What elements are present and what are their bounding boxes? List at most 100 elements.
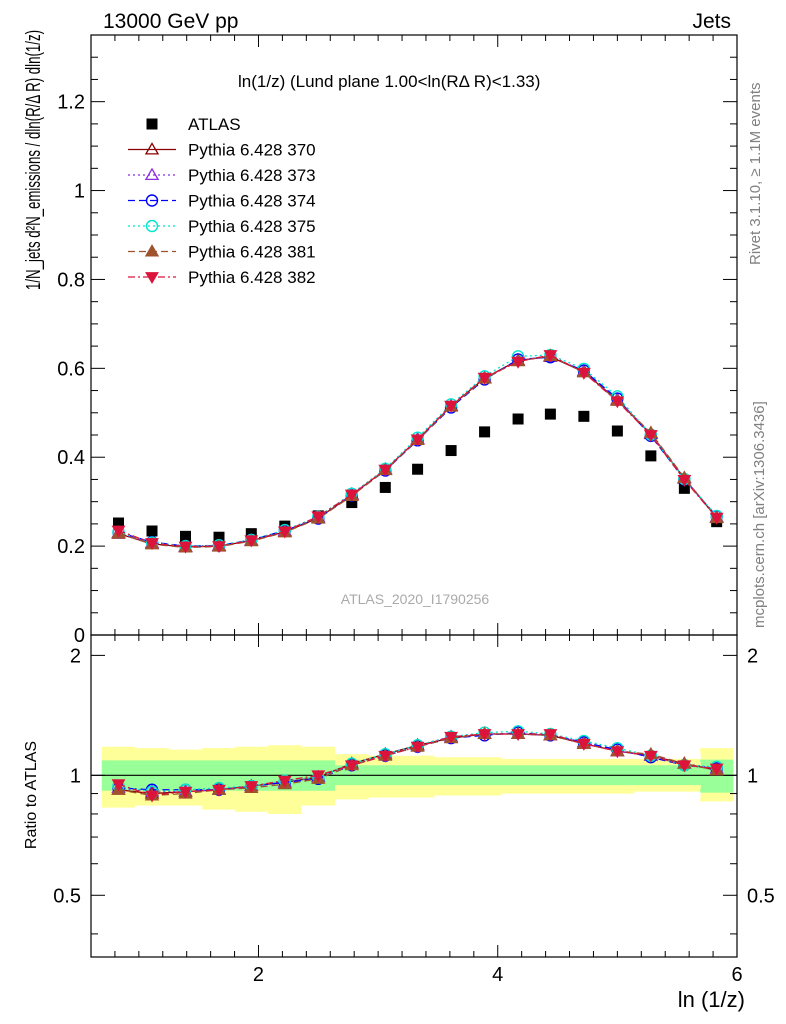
data-point-atlas — [146, 525, 158, 537]
data-point-p382 — [444, 400, 459, 413]
data-point-p382 — [677, 474, 692, 487]
ratio-ytick-label: 0.5 — [53, 885, 81, 907]
data-point-atlas — [479, 426, 491, 438]
watermark: ATLAS_2020_I1790256 — [341, 591, 490, 607]
ratio-point-p382 — [643, 750, 658, 763]
data-point-atlas — [213, 531, 225, 543]
main-ytick-label: 0.4 — [57, 447, 85, 469]
ratio-point-p382 — [277, 775, 292, 788]
data-point-atlas — [180, 530, 192, 542]
series-p382 — [111, 350, 724, 554]
data-point-p382 — [643, 430, 658, 443]
ratio-point-p382 — [543, 729, 558, 742]
main-ytick-label: 1 — [74, 181, 85, 203]
series-atlas — [113, 408, 723, 543]
ratio-point-p382 — [212, 784, 226, 797]
legend-marker-p373 — [144, 167, 160, 181]
data-point-p382 — [311, 511, 326, 524]
legend-label-p375: Pythia 6.428 375 — [188, 217, 316, 236]
data-point-atlas — [346, 497, 358, 509]
data-point-p382 — [244, 535, 259, 548]
legend-marker-p382 — [145, 272, 159, 285]
legend-label-p373: Pythia 6.428 373 — [188, 166, 316, 185]
legend-label-p382: Pythia 6.428 382 — [188, 268, 316, 287]
legend-entry-p375: Pythia 6.428 375 — [128, 217, 316, 236]
ratio-point-p382 — [344, 760, 359, 773]
legend-marker-p375 — [145, 219, 159, 233]
legend-entry-p374: Pythia 6.428 374 — [128, 192, 316, 211]
legend-entry-p382: Pythia 6.428 382 — [128, 268, 316, 287]
side-text-mcplots: mcplots.cern.ch [arXiv:1306.3436] — [751, 401, 768, 628]
data-point-atlas — [678, 482, 690, 494]
series-line-p375 — [118, 354, 718, 547]
series-line-p370 — [118, 356, 718, 548]
series-p373 — [111, 348, 724, 552]
ratio-point-p382 — [677, 760, 692, 773]
legend-label-atlas: ATLAS — [188, 115, 241, 134]
legend-marker-p370 — [144, 142, 160, 155]
ratio-ytick-label: 1 — [70, 765, 81, 787]
series-p381 — [111, 348, 724, 553]
x-tick-label: 4 — [492, 964, 503, 986]
main-ytick-label: 1.2 — [57, 92, 85, 114]
legend-entry-atlas: ATLAS — [146, 115, 241, 134]
data-point-atlas — [544, 408, 556, 420]
ratio-frame — [90, 634, 738, 958]
data-point-p382 — [378, 464, 393, 477]
main-ytick-label: 0.6 — [57, 358, 85, 380]
ratio-ytick-label-right: 0.5 — [747, 885, 775, 907]
main-ylabel-text: 1/N_jets d²N_emissions / dln(R/Δ R) dln(… — [23, 30, 45, 290]
data-point-atlas — [113, 517, 125, 529]
legend-entry-p370: Pythia 6.428 370 — [128, 141, 316, 160]
data-point-p382 — [410, 434, 425, 447]
data-point-p382 — [111, 525, 126, 538]
series-p374 — [112, 351, 723, 553]
ratio-point-p382 — [610, 746, 625, 759]
legend-label-p370: Pythia 6.428 370 — [188, 141, 316, 160]
legend-entry-p373: Pythia 6.428 373 — [128, 166, 316, 185]
legend-marker-atlas — [146, 118, 158, 130]
legend-marker-p374 — [145, 194, 159, 207]
x-tick-label: 6 — [731, 964, 742, 986]
data-point-atlas — [645, 450, 657, 462]
ratio-point-p382 — [444, 731, 459, 744]
data-point-atlas — [578, 410, 590, 422]
main-ytick-label: 0 — [74, 625, 85, 647]
main-ytick-label: 0.8 — [57, 269, 85, 291]
ratio-point-p382 — [178, 786, 193, 799]
side-text-mcplots-text: mcplots.cern.ch [arXiv:1306.3436] — [751, 401, 768, 628]
header-left: 13000 GeV pp — [103, 10, 238, 33]
data-point-atlas — [445, 445, 457, 457]
plot-title: ln(1/z) (Lund plane 1.00<ln(RΔ R)<1.33) — [238, 72, 540, 91]
legend-marker-p381 — [144, 244, 160, 257]
data-point-p382 — [277, 526, 292, 539]
data-point-atlas — [512, 413, 524, 425]
data-point-p382 — [543, 350, 558, 363]
legend-label-p374: Pythia 6.428 374 — [188, 192, 316, 211]
ratio-ylabel-text: Ratio to ATLAS — [23, 741, 40, 849]
series-line-p382 — [118, 354, 718, 548]
ratio-point-p382 — [410, 741, 425, 754]
ratio-ytick-label-right: 2 — [747, 645, 758, 667]
ratio-point-p382 — [244, 781, 259, 794]
ratio-point-p382 — [111, 779, 126, 792]
ratio-ytick-label: 2 — [70, 645, 81, 667]
series-line-p374 — [118, 356, 718, 547]
data-point-p382 — [344, 489, 359, 502]
x-tick-label: 2 — [253, 964, 264, 986]
legend-entry-p381: Pythia 6.428 381 — [128, 243, 316, 262]
series-p370 — [111, 349, 724, 553]
data-point-p382 — [576, 367, 591, 380]
series-line-p373 — [118, 355, 718, 548]
data-point-p382 — [511, 356, 525, 369]
ratio-series-p382 — [111, 729, 724, 803]
side-text-rivet-text: Rivet 3.1.10, ≥ 1.1M events — [747, 83, 764, 266]
ratio-point-p382 — [477, 729, 492, 742]
data-point-atlas — [611, 425, 623, 437]
data-point-p382 — [709, 512, 724, 525]
data-point-p382 — [610, 396, 625, 409]
ratio-panel: 2 4 6 0.5 0.5 1 1 2 2 — [53, 634, 775, 986]
main-ylabel: 1/N_jets d²N_emissions / dln(R/Δ R) dln(… — [23, 30, 45, 290]
side-text-rivet: Rivet 3.1.10, ≥ 1.1M events — [747, 83, 764, 266]
header-right: Jets — [692, 10, 731, 33]
